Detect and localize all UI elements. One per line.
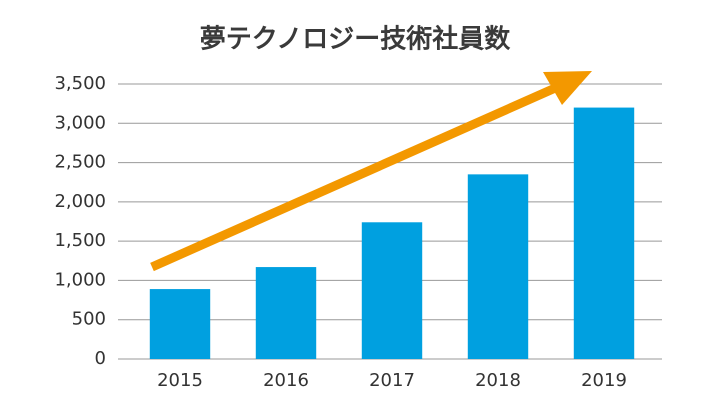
y-tick-label: 2,000 — [54, 191, 106, 212]
chart-title: 夢テクノロジー技術社員数 — [200, 24, 511, 55]
y-tick-label: 1,000 — [54, 269, 106, 290]
x-tick-label: 2017 — [369, 370, 415, 391]
bar — [149, 289, 211, 359]
x-tick-label: 2016 — [263, 370, 309, 391]
bar — [467, 174, 529, 359]
plot-area: 0 500 1,000 1,500 2,000 2,500 3,000 3,500 2015 20… — [54, 73, 662, 391]
y-tick-label: 0 — [95, 348, 106, 369]
arrow-shaft — [150, 80, 564, 272]
trend-arrow — [150, 71, 592, 272]
bar — [255, 267, 317, 359]
x-tick-label: 2018 — [475, 370, 521, 391]
y-tick-label: 1,500 — [54, 230, 106, 251]
y-tick-label: 500 — [72, 309, 106, 330]
y-tick-label: 2,500 — [54, 152, 106, 173]
arrow-head — [543, 71, 592, 105]
y-tick-label: 3,500 — [54, 73, 106, 94]
y-tick-label: 3,000 — [54, 112, 106, 133]
x-tick-label: 2019 — [581, 370, 627, 391]
bar — [361, 222, 423, 359]
bar — [573, 107, 635, 359]
x-tick-label: 2015 — [157, 370, 203, 391]
